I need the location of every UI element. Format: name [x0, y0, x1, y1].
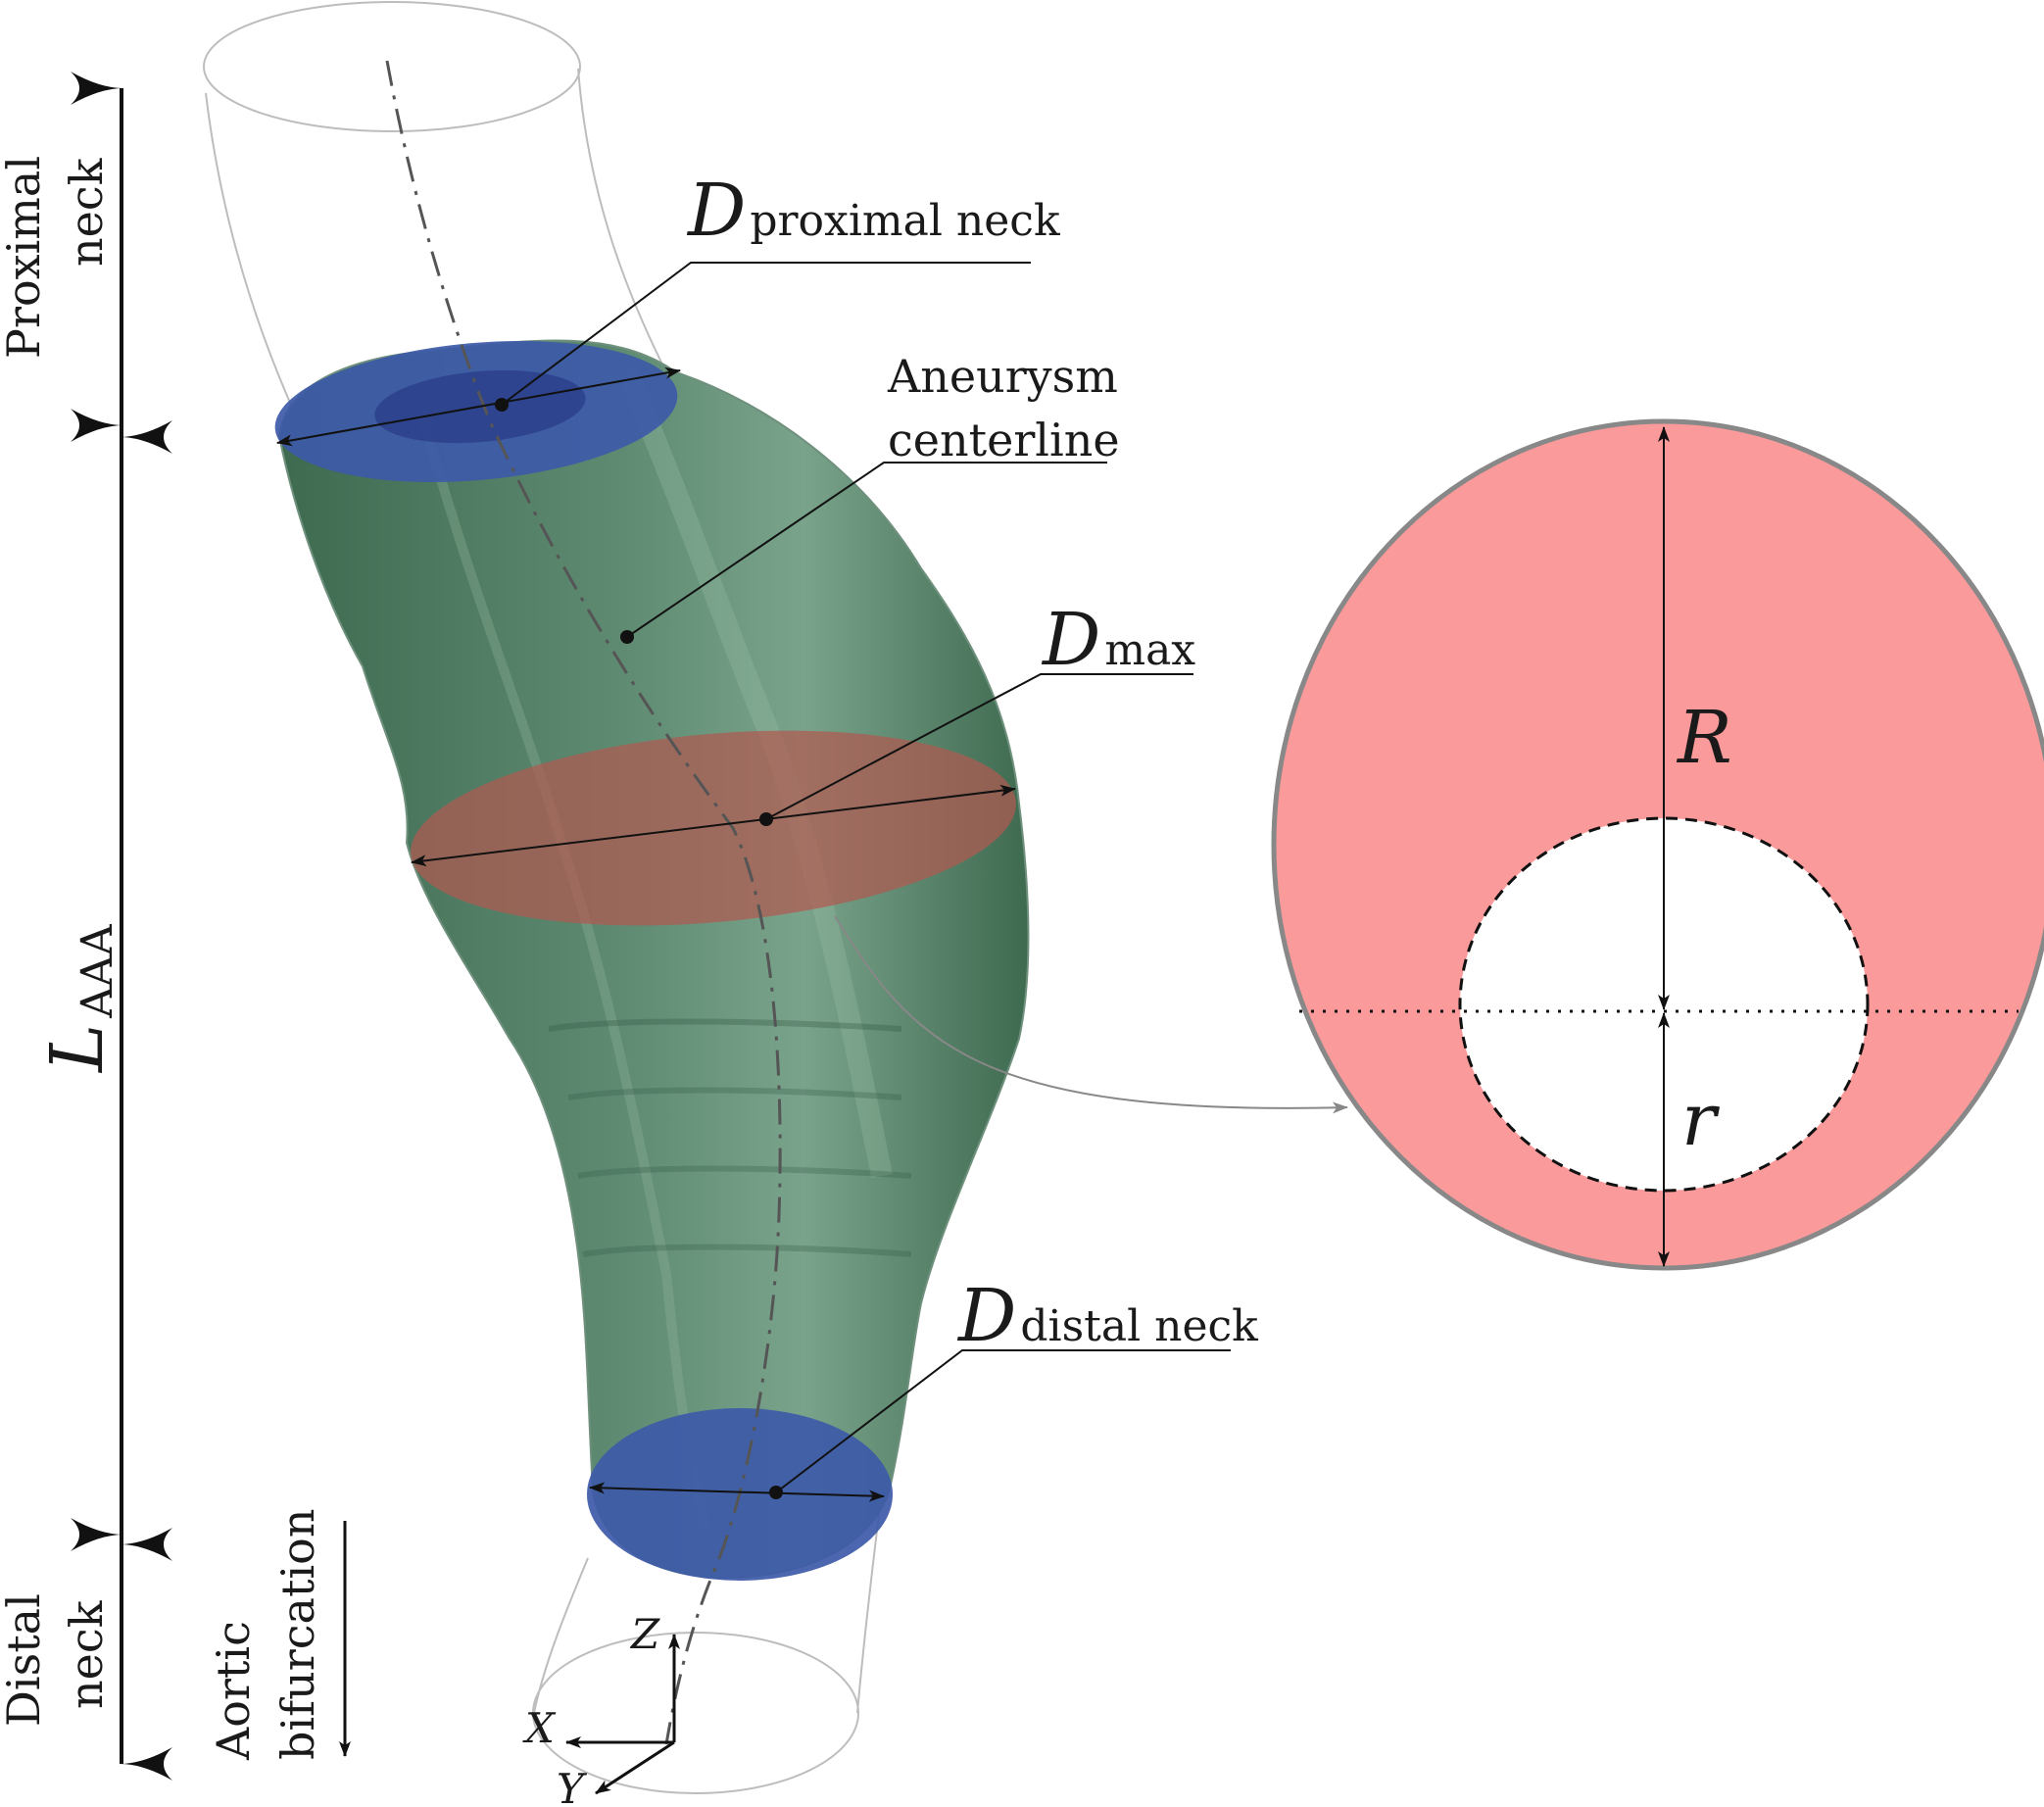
distal-neck-label-line2: neck [60, 1599, 113, 1709]
axis-x-label: X [522, 1704, 557, 1752]
aneurysm-centerline-label-line2: centerline [888, 414, 1120, 466]
proximal-neck-label-line2: neck [60, 157, 113, 267]
d-proximal-leader [501, 262, 1031, 406]
distal-neck-label-line1: Distal [0, 1593, 50, 1727]
coordinate-axes [565, 1634, 680, 1795]
aortic-bifurcation-label-line2: bifurcation [271, 1508, 324, 1760]
aneurysm-centerline-label-line1: Aneurysm [887, 350, 1118, 403]
d-proximal-label: Dproximal neck [686, 169, 1060, 253]
d-max-label: Dmax [1041, 598, 1195, 682]
wall-section-detail [1271, 418, 2044, 1271]
aortic-bifurcation-label-line1: Aortic [207, 1621, 260, 1761]
section-connector-arrow [834, 915, 1348, 1114]
axis-z-label: Z [629, 1610, 660, 1658]
d-distal-label: Ddistal neck [956, 1274, 1258, 1358]
proximal-neck-label-line1: Proximal [0, 156, 50, 359]
l-aaa-label: LAAA [35, 923, 122, 1074]
d-max-arrow [411, 784, 1016, 867]
axis-y-label: Y [557, 1765, 588, 1807]
d-max-leader [765, 673, 1193, 820]
aneurysm-centerline [385, 60, 782, 1745]
centerline-leader [626, 462, 1107, 638]
d-distal-leader [775, 1349, 1231, 1493]
d-proximal-arrow [276, 366, 681, 447]
outer-radius-label: R [1676, 696, 1732, 780]
aneurysm-body [277, 339, 1030, 1580]
inner-radius-label: r [1681, 1078, 1721, 1162]
d-distal-arrow [589, 1482, 885, 1502]
